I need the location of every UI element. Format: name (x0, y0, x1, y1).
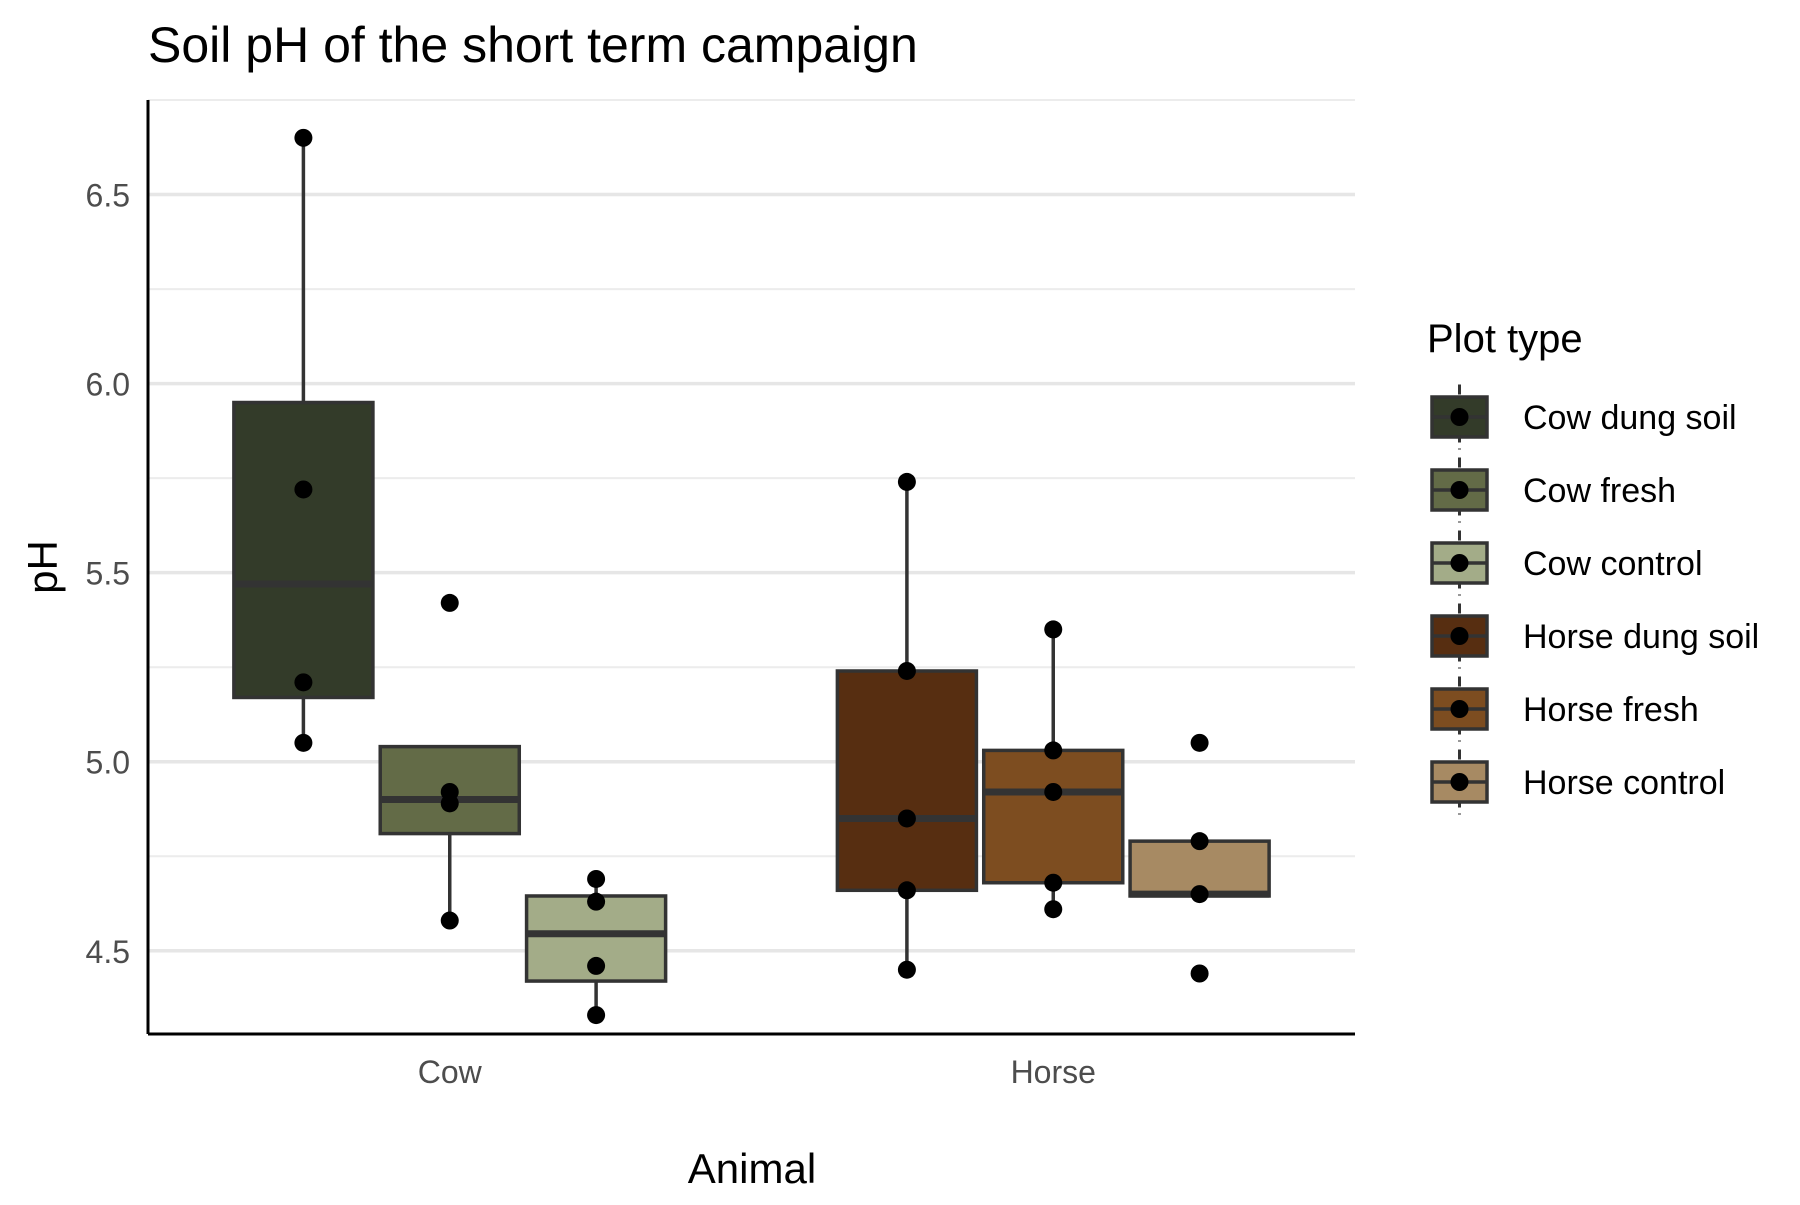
legend-label: Cow dung soil (1523, 399, 1737, 437)
legend-item: Cow dung soil (1430, 384, 1737, 450)
data-point (897, 661, 916, 680)
data-point (587, 956, 606, 975)
box-body (835, 669, 979, 893)
data-point (294, 480, 313, 499)
data-point (1044, 873, 1063, 892)
data-point (294, 733, 313, 752)
legend-label: Horse dung soil (1523, 618, 1759, 656)
x-tick-label: Horse (1011, 1054, 1096, 1090)
legend-key-point (1450, 627, 1469, 645)
legend-title: Plot type (1427, 317, 1583, 361)
chart-title: Soil pH of the short term campaign (148, 17, 918, 73)
box-cow-dung-soil (232, 137, 375, 743)
data-point (897, 881, 916, 900)
legend-item: Cow control (1430, 530, 1703, 596)
data-point (587, 892, 606, 911)
y-axis-title: pH (19, 540, 66, 594)
legend-label: Horse fresh (1523, 691, 1699, 729)
legend-key-point (1450, 773, 1469, 791)
legend-label: Cow control (1523, 545, 1703, 583)
data-point (1190, 733, 1209, 752)
data-point (1190, 832, 1209, 851)
data-point (294, 128, 313, 147)
data-point (897, 472, 916, 491)
box-body (232, 400, 375, 700)
data-point (440, 593, 459, 612)
legend-key-point (1450, 700, 1469, 718)
data-point (1044, 620, 1063, 639)
data-point (294, 673, 313, 692)
data-point (1044, 900, 1063, 919)
y-tick-label: 5.0 (86, 745, 130, 781)
data-point (1044, 782, 1063, 801)
y-tick-label: 6.5 (86, 178, 130, 214)
y-tick-label: 4.5 (86, 934, 130, 970)
data-point (440, 794, 459, 813)
data-point (587, 869, 606, 888)
data-point (1044, 741, 1063, 760)
point-layer (294, 128, 1209, 1025)
data-point (587, 1006, 606, 1025)
x-axis-title: Animal (688, 1145, 816, 1192)
legend-item: Horse control (1430, 749, 1725, 815)
legend-label: Horse control (1523, 764, 1725, 802)
legend: Plot type Cow dung soil Cow fresh Cow cont… (1427, 317, 1759, 815)
data-point (897, 960, 916, 979)
legend-key-point (1450, 481, 1469, 499)
data-point (1190, 964, 1209, 983)
legend-key-point (1450, 554, 1469, 572)
legend-item: Horse fresh (1430, 676, 1699, 742)
legend-item: Horse dung soil (1430, 603, 1759, 669)
y-tick-label: 6.0 (86, 367, 130, 403)
x-tick-labels: Cow Horse (418, 1054, 1096, 1090)
box-horse-fresh (981, 629, 1125, 910)
data-point (440, 911, 459, 930)
y-tick-label: 5.5 (86, 556, 130, 592)
box-body (981, 748, 1125, 885)
legend-item: Cow fresh (1430, 457, 1676, 523)
legend-key-point (1450, 408, 1469, 426)
data-point (897, 809, 916, 828)
y-tick-labels: 4.5 5.0 5.5 6.0 6.5 (86, 178, 130, 970)
x-tick-label: Cow (418, 1054, 483, 1090)
legend-label: Cow fresh (1523, 472, 1676, 510)
data-point (1190, 885, 1209, 904)
